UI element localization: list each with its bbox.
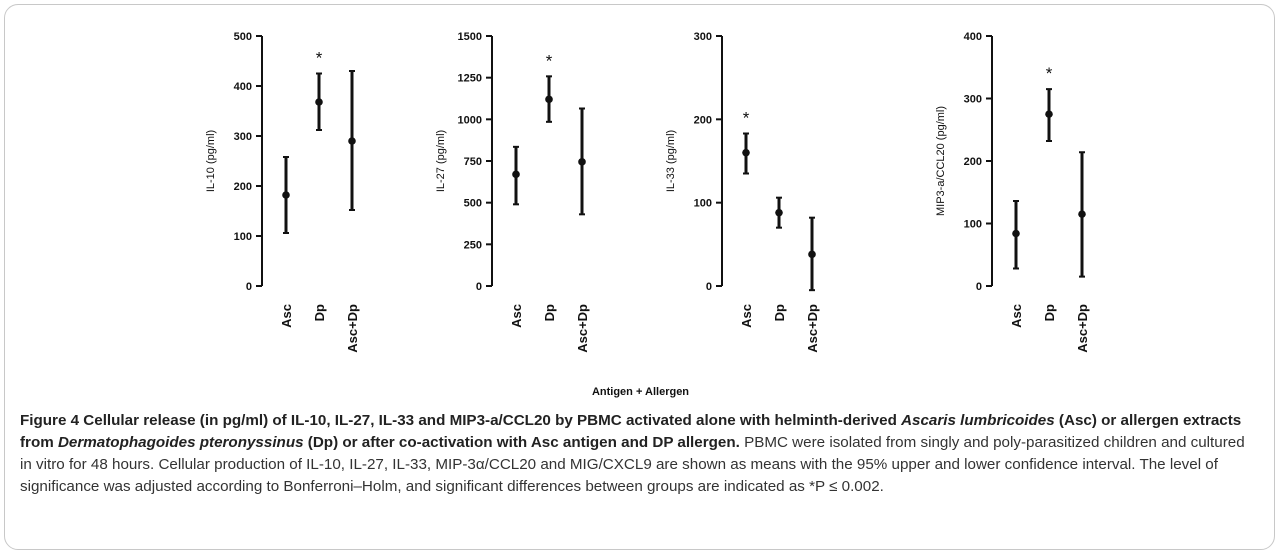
- y-axis-label: MIP3-a/CCL20 (pg/ml): [935, 106, 947, 216]
- chart-mip3a: 0 100 200 300 400 MIP3-a/CCL20 (pg/ml) Asc * Dp A…: [935, 31, 1090, 353]
- y-tick-label: 500: [464, 198, 482, 210]
- mean-point: [282, 191, 290, 199]
- x-tick-label: Asc+Dp: [345, 304, 360, 353]
- x-tick-label: Asc: [739, 304, 754, 328]
- x-tick-label: Dp: [312, 304, 327, 321]
- caption-heading: Figure 4 Cellular release (in pg/ml) of …: [20, 412, 1241, 451]
- mean-point: [1045, 110, 1053, 118]
- mean-point: [808, 250, 816, 259]
- y-tick-label: 1500: [458, 31, 482, 43]
- chart-panel-il10: 0 100 200 300 400 500 IL-10 (pg/ml) Asc * Dp Asc+D…: [190, 20, 390, 380]
- x-tick-label: Asc: [279, 304, 294, 328]
- x-tick-label: Dp: [542, 304, 557, 321]
- significance-marker: *: [743, 109, 750, 128]
- mean-point: [742, 148, 750, 157]
- y-tick-label: 500: [234, 31, 252, 43]
- y-tick-label: 0: [706, 281, 712, 293]
- chart-panel-il27: 0 250 500 750 1000 1250 1500 IL-27 (pg/ml) Asc * D…: [420, 20, 620, 380]
- mean-point: [315, 98, 323, 106]
- x-tick-label: Asc+Dp: [805, 304, 820, 353]
- x-tick-label: Asc+Dp: [1075, 304, 1090, 353]
- chart-panel-mip3a: 0 100 200 300 400 MIP3-a/CCL20 (pg/ml) Asc * Dp A…: [920, 20, 1120, 380]
- mean-point: [1078, 210, 1086, 218]
- x-tick-label: Asc+Dp: [575, 304, 590, 353]
- figure-caption: Figure 4 Cellular release (in pg/ml) of …: [20, 410, 1255, 498]
- x-tick-label: Asc: [509, 304, 524, 328]
- caption-species-2: Dermatophagoides pteronyssinus: [57, 434, 304, 451]
- y-axis-label: IL-10 (pg/ml): [205, 130, 217, 192]
- mean-point: [545, 95, 553, 104]
- caption-head-part-3: (Dp) or after co-activation with Asc ant…: [303, 434, 740, 451]
- y-tick-label: 1000: [458, 114, 482, 126]
- chart-il27: 0 250 500 750 1000 1250 1500 IL-27 (pg/ml) Asc * D…: [435, 31, 590, 353]
- y-tick-label: 400: [234, 81, 252, 93]
- chart-il10: 0 100 200 300 400 500 IL-10 (pg/ml) Asc * Dp Asc+D…: [205, 31, 360, 353]
- mean-point: [348, 137, 356, 145]
- y-tick-label: 100: [694, 198, 712, 210]
- y-tick-label: 400: [964, 31, 982, 43]
- significance-marker: *: [1046, 64, 1053, 83]
- caption-head-part-1: Figure 4 Cellular release (in pg/ml) of …: [20, 412, 902, 429]
- y-tick-label: 300: [964, 94, 982, 106]
- y-tick-label: 100: [234, 231, 252, 243]
- x-tick-label: Dp: [772, 304, 787, 321]
- mean-point: [1012, 229, 1020, 238]
- mean-point: [512, 170, 520, 179]
- y-tick-label: 0: [246, 281, 252, 293]
- y-axis-label: IL-33 (pg/ml): [665, 130, 677, 192]
- caption-body: PBMC were isolated from singly and poly-…: [20, 434, 1245, 495]
- y-tick-label: 0: [476, 281, 482, 293]
- x-tick-label: Dp: [1042, 304, 1057, 321]
- shared-x-axis-title: Antigen + Allergen: [591, 386, 690, 398]
- y-tick-label: 1250: [458, 73, 482, 85]
- significance-marker: *: [546, 51, 553, 70]
- y-tick-label: 200: [694, 114, 712, 126]
- y-tick-label: 200: [964, 156, 982, 168]
- chart-panel-il33: 0 100 200 300 IL-33 (pg/ml) * Asc Dp Asc+Dp: [650, 20, 850, 380]
- y-tick-label: 200: [234, 181, 252, 193]
- caption-species-1: Ascaris lumbricoides: [901, 412, 1055, 429]
- caption-head-part-2: (Asc) or allergen extracts from: [20, 412, 1242, 451]
- y-tick-label: 750: [464, 156, 482, 168]
- y-tick-label: 100: [964, 219, 982, 231]
- mean-point: [578, 158, 586, 166]
- y-tick-label: 300: [694, 31, 712, 43]
- mean-point: [775, 208, 783, 217]
- y-tick-label: 300: [234, 131, 252, 143]
- significance-marker: *: [316, 49, 323, 68]
- x-tick-label: Asc: [1009, 304, 1024, 328]
- figure-frame: [4, 4, 1275, 550]
- y-tick-label: 250: [464, 239, 482, 251]
- chart-il33: 0 100 200 300 IL-33 (pg/ml) * Asc Dp Asc+Dp: [665, 31, 820, 353]
- y-axis-label: IL-27 (pg/ml): [435, 130, 447, 192]
- y-tick-label: 0: [976, 281, 982, 293]
